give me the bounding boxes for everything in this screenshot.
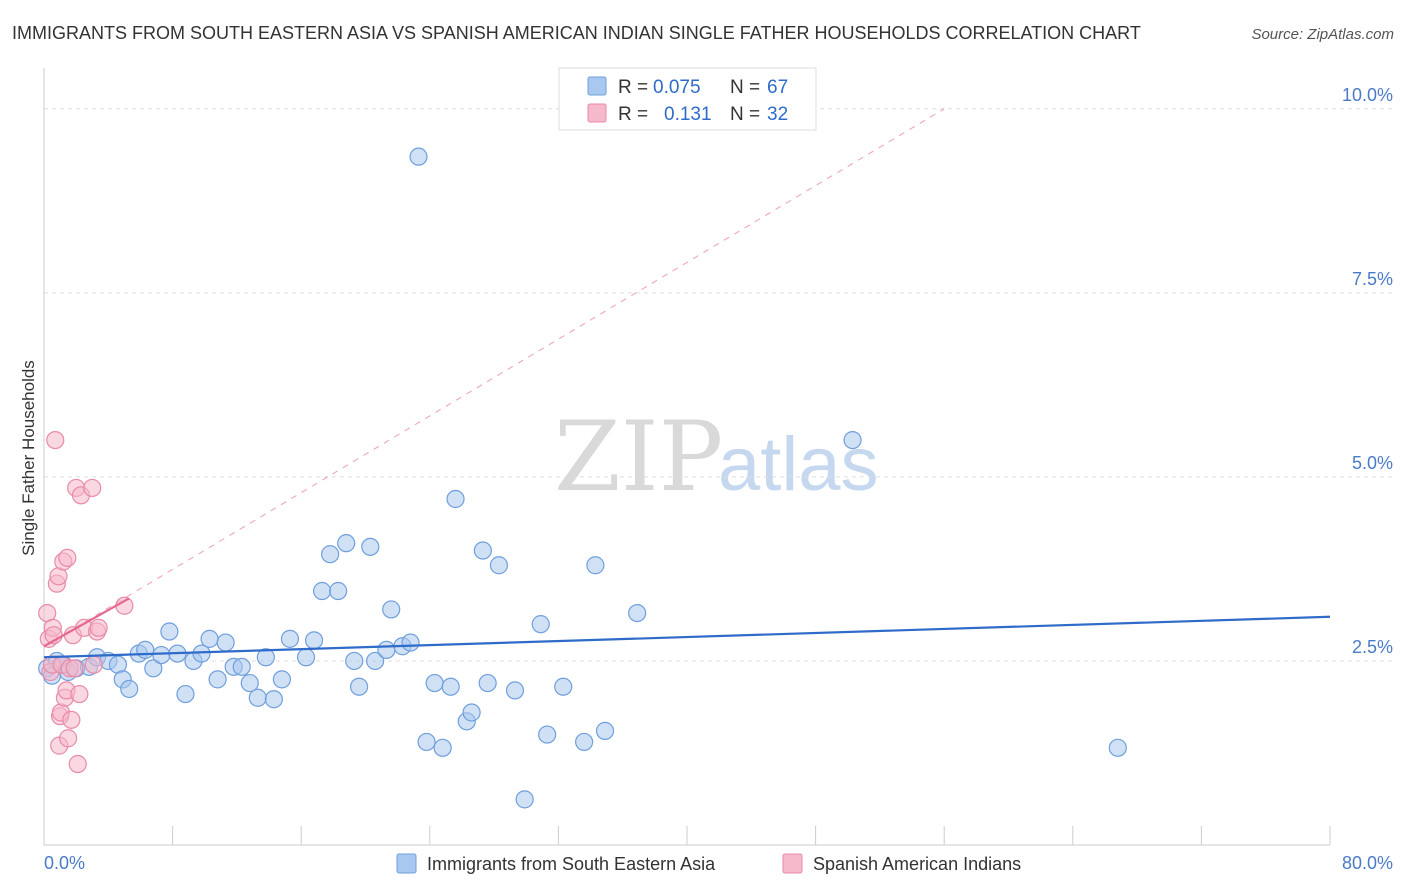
- blue-point-48: [425, 673, 444, 693]
- chart-title: IMMIGRANTS FROM SOUTH EASTERN ASIA VS SP…: [12, 23, 1141, 43]
- blue-point-31: [280, 629, 300, 648]
- pink-point-28: [84, 655, 103, 674]
- blue-point-16: [160, 622, 179, 641]
- blue-point-22: [208, 670, 227, 689]
- blue-point-43: [382, 600, 401, 619]
- pink-point-30: [89, 618, 108, 637]
- blue-point-56: [489, 556, 509, 575]
- series-blue-points: [38, 147, 1127, 809]
- y-tick-label-2: 7.5%: [1352, 269, 1393, 289]
- grid-lines: [44, 108, 1392, 662]
- blue-point-39: [349, 677, 369, 696]
- pink-point-16: [58, 548, 77, 567]
- blue-point-25: [232, 657, 251, 676]
- stats-legend-pink-r-value: 0.131: [664, 104, 712, 125]
- pink-point-21: [65, 659, 84, 678]
- blue-point-49: [433, 738, 452, 757]
- watermark-zip: ZIP: [554, 401, 723, 513]
- blue-point-51: [446, 489, 465, 509]
- blue-point-60: [538, 725, 557, 744]
- blue-point-29: [264, 690, 283, 709]
- blue-point-11: [120, 679, 139, 699]
- y-tick-labels: 2.5% 5.0% 7.5% 10.0%: [1342, 85, 1393, 657]
- blue-point-54: [473, 541, 492, 560]
- pink-point-17: [59, 729, 78, 748]
- stats-legend: R = 0.075 N = 67 R = 0.131 N = 32: [558, 67, 817, 131]
- blue-point-27: [248, 688, 267, 707]
- y-axis-label: Single Father Households: [19, 360, 38, 556]
- blue-point-64: [595, 721, 615, 740]
- x-tick-label-max: 80.0%: [1342, 853, 1393, 873]
- blue-point-35: [321, 545, 340, 564]
- chart-source: Source: ZipAtlas.com: [1251, 26, 1394, 43]
- pink-point-24: [70, 684, 89, 704]
- blue-point-38: [345, 651, 364, 671]
- pink-trend-line: [43, 597, 130, 648]
- stats-legend-pink-n-label: N =: [730, 104, 760, 125]
- blue-point-34: [312, 581, 332, 601]
- blue-point-65: [628, 603, 647, 623]
- pink-point-19: [62, 710, 81, 729]
- blue-point-23: [216, 633, 235, 652]
- blue-point-59: [531, 615, 550, 634]
- blue-point-61: [554, 677, 573, 696]
- y-tick-label-3: 10.0%: [1342, 85, 1393, 105]
- pink-point-31: [115, 596, 134, 615]
- blue-point-45: [401, 633, 420, 652]
- blue-point-42: [377, 640, 396, 660]
- series-pink-points: [38, 430, 134, 774]
- series-legend-blue-label: Immigrants from South Eastern Asia: [427, 854, 716, 874]
- axes: [43, 68, 1331, 846]
- x-tick-label-min: 0.0%: [44, 853, 85, 873]
- blue-point-30: [272, 670, 292, 689]
- blue-point-26: [240, 673, 259, 693]
- blue-point-33: [304, 631, 324, 650]
- pink-point-6: [46, 430, 65, 450]
- blue-point-36: [329, 581, 348, 601]
- blue-point-37: [337, 534, 356, 553]
- series-legend: Immigrants from South Eastern Asia Spani…: [396, 853, 1021, 874]
- blue-point-53: [462, 703, 481, 722]
- blue-point-18: [176, 684, 195, 704]
- blue-point-40: [361, 537, 380, 556]
- blue-point-41: [366, 651, 385, 671]
- blue-point-58: [515, 790, 534, 809]
- stats-legend-blue-n-value: 67: [767, 77, 788, 98]
- blue-point-63: [586, 556, 605, 575]
- blue-point-57: [505, 681, 525, 700]
- blue-trend-line: [43, 615, 1331, 659]
- blue-point-13: [136, 640, 155, 660]
- pink-point-27: [83, 478, 102, 498]
- blue-point-67: [1108, 738, 1127, 757]
- stats-legend-blue-n-label: N =: [730, 77, 760, 98]
- series-legend-pink-swatch: [782, 853, 803, 874]
- blue-point-66: [843, 430, 862, 450]
- stats-legend-pink-swatch: [587, 103, 607, 123]
- blue-point-15: [152, 645, 171, 665]
- blue-point-32: [296, 648, 316, 667]
- blue-point-50: [441, 677, 460, 696]
- stats-legend-blue-r-value: 0.075: [653, 77, 701, 98]
- pink-point-23: [68, 754, 87, 774]
- y-tick-label-1: 5.0%: [1352, 453, 1393, 473]
- blue-point-46: [409, 147, 428, 166]
- blue-point-21: [200, 629, 219, 648]
- stats-legend-blue-r-label: R =: [618, 77, 648, 98]
- y-tick-label-0: 2.5%: [1352, 637, 1393, 657]
- stats-legend-pink-r-label: R =: [618, 104, 648, 125]
- blue-point-62: [575, 732, 594, 752]
- stats-legend-pink-n-value: 32: [767, 104, 788, 125]
- series-legend-blue-swatch: [396, 853, 417, 874]
- series-legend-pink-label: Spanish American Indians: [813, 854, 1021, 874]
- blue-point-28: [256, 648, 275, 667]
- watermark: ZIP atlas: [554, 401, 879, 513]
- stats-legend-blue-swatch: [587, 76, 607, 96]
- blue-point-14: [144, 659, 163, 678]
- blue-point-55: [478, 673, 497, 693]
- blue-point-47: [417, 732, 436, 752]
- trend-lines: [43, 597, 1331, 659]
